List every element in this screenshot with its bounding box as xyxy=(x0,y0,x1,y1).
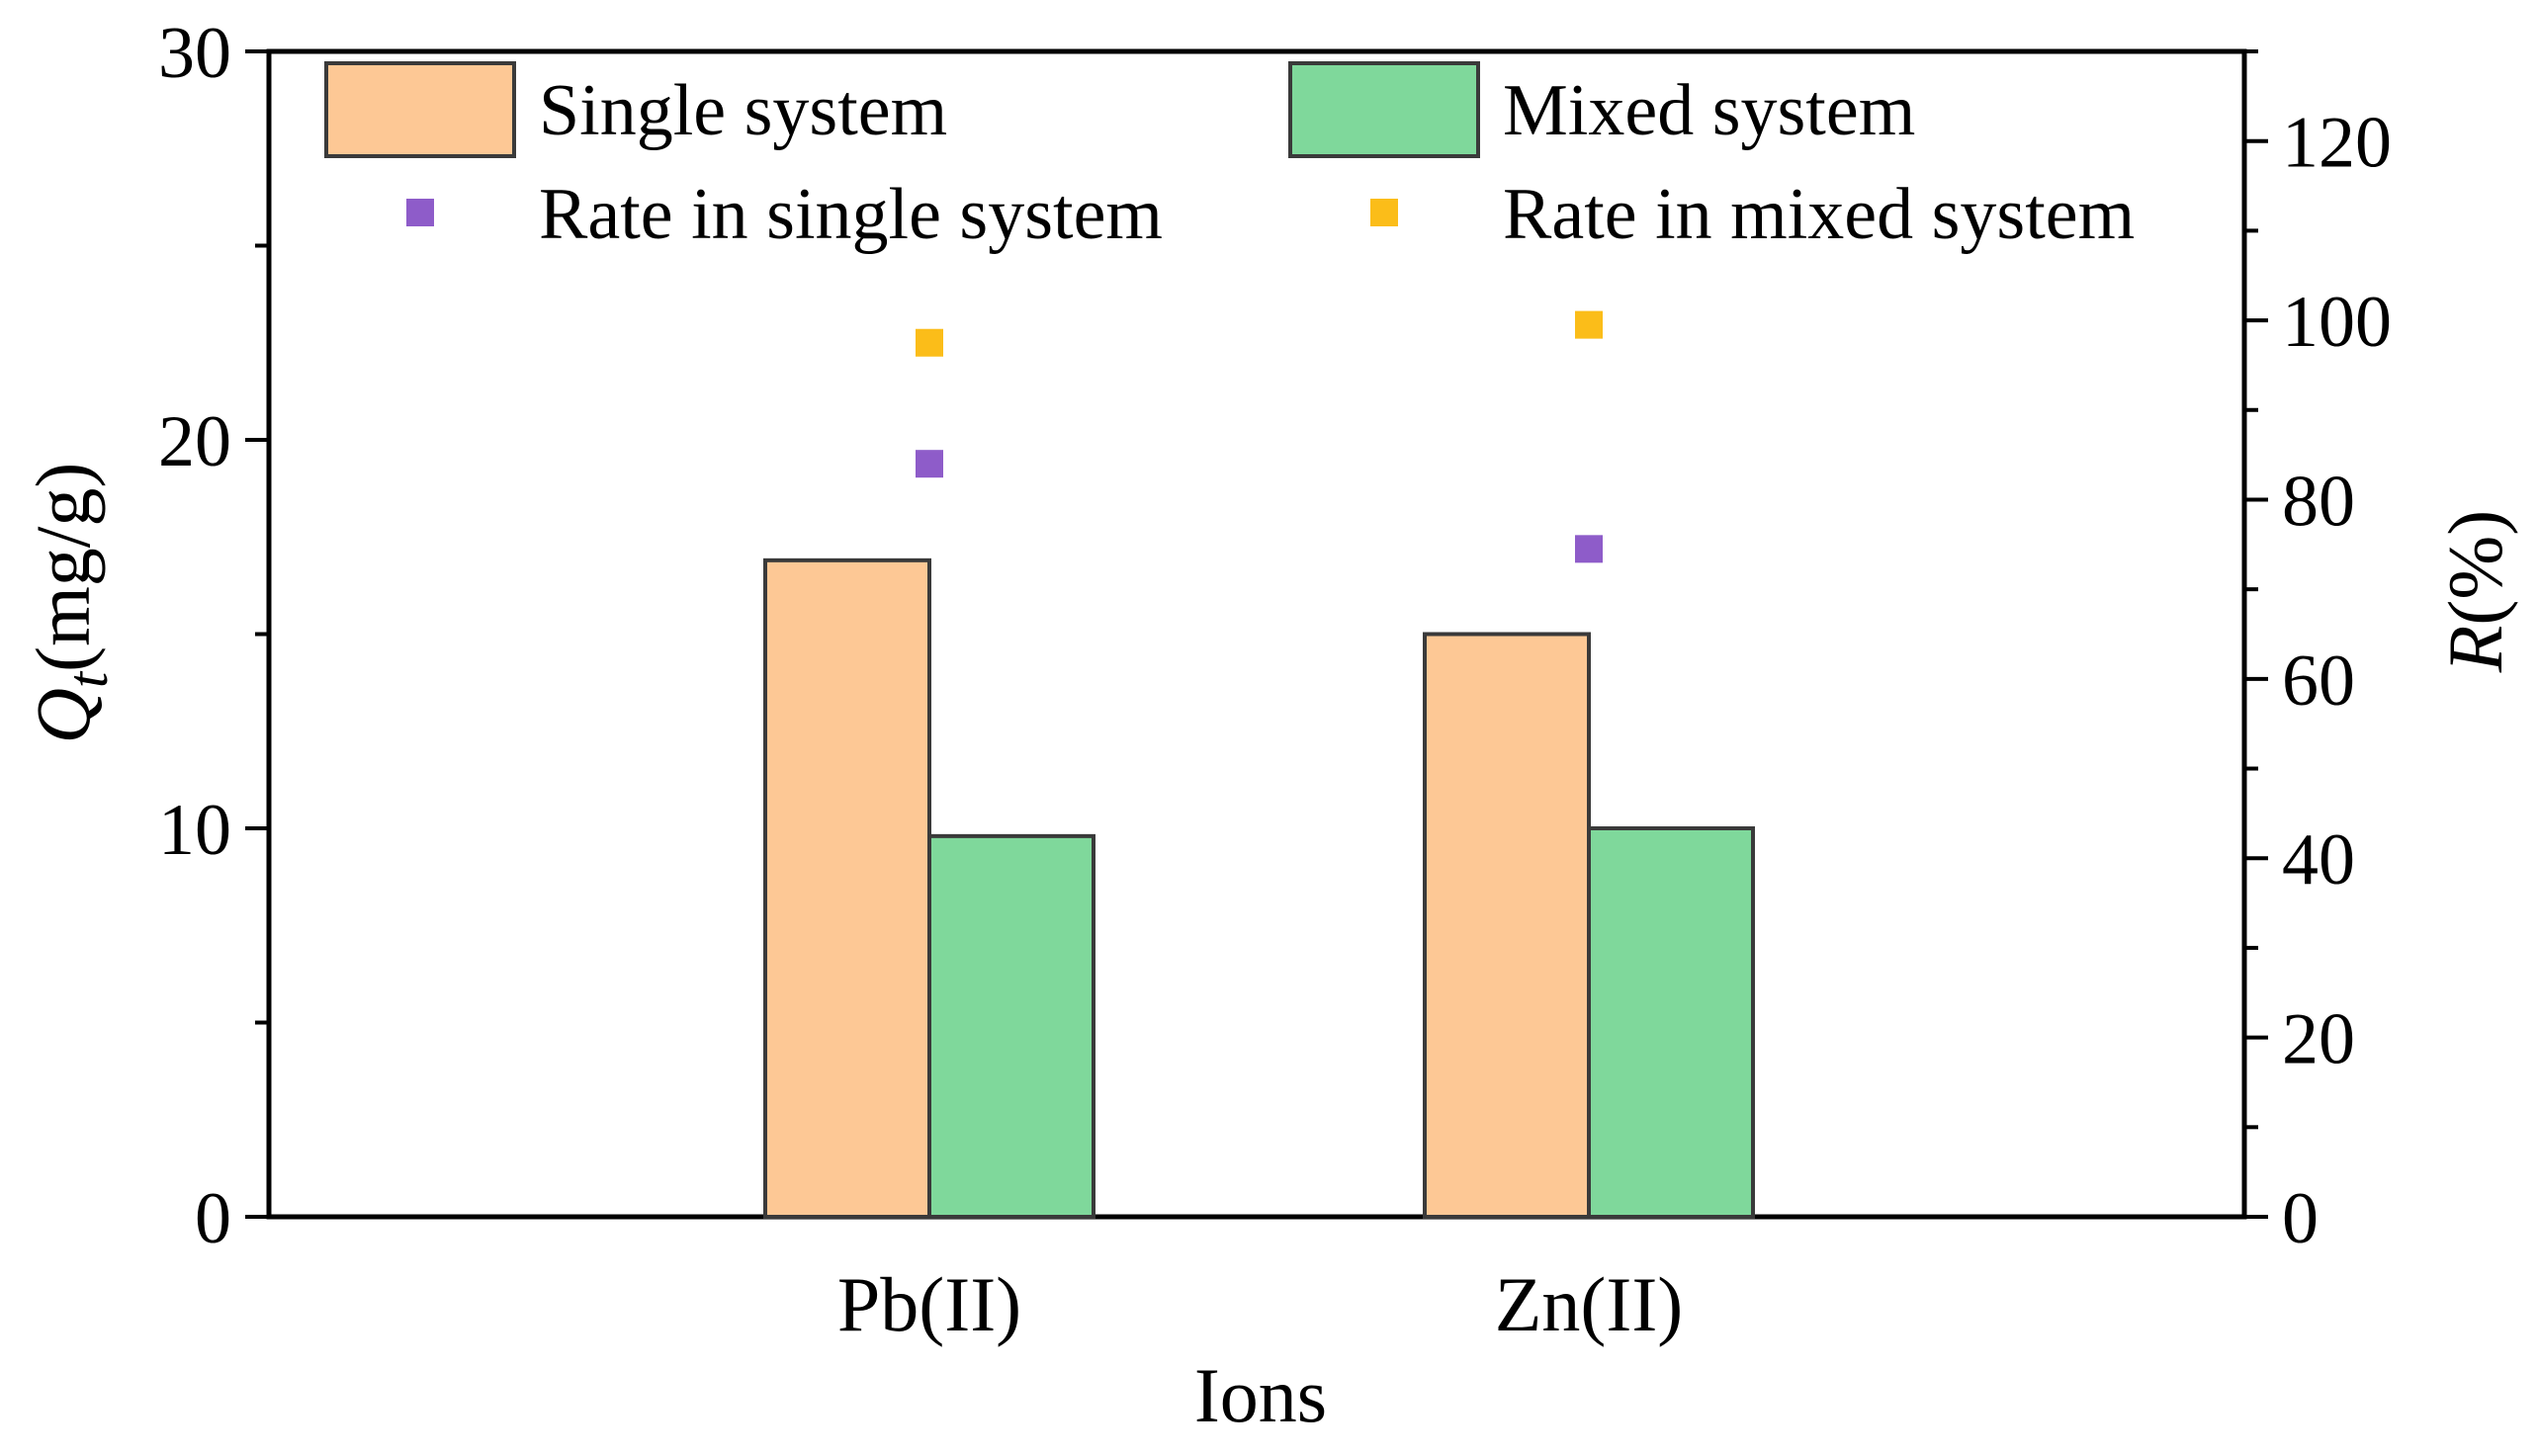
legend-label: Mixed system xyxy=(1503,70,1915,151)
y2-tick-label: 60 xyxy=(2282,641,2355,722)
legend-swatch xyxy=(1288,61,1480,158)
y-tick-label: 30 xyxy=(158,13,231,94)
y2-tick-label: 80 xyxy=(2282,461,2355,542)
bar-mixed xyxy=(1587,826,1755,1219)
point-rate-mixed xyxy=(916,328,943,357)
y-axis-title-main: Q xyxy=(20,688,106,743)
y2-tick-label: 40 xyxy=(2282,819,2355,900)
x-category-label: Pb(II) xyxy=(837,1261,1021,1347)
point-rate-single xyxy=(1575,535,1603,563)
y-tick-label: 0 xyxy=(195,1178,231,1259)
legend-swatch xyxy=(324,61,516,158)
point-rate-mixed xyxy=(1575,310,1603,339)
x-axis-title: Ions xyxy=(1194,1352,1327,1438)
legend: Single system Mixed system Rate in single … xyxy=(324,61,2135,255)
y-axis-title: Qt(mg/g) xyxy=(20,463,120,744)
bar-mixed xyxy=(927,833,1095,1219)
legend-marker xyxy=(406,199,434,226)
bar-single xyxy=(1423,632,1591,1219)
rate-points xyxy=(916,310,1603,563)
y-axis-title-unit: (mg/g) xyxy=(20,463,106,672)
bar-single xyxy=(763,557,931,1219)
y2-axis-title: R(%) xyxy=(2432,510,2518,674)
svg-text:Qt(mg/g): Qt(mg/g) xyxy=(20,463,120,744)
y-tick-label: 10 xyxy=(158,790,231,871)
x-category-label: Zn(II) xyxy=(1495,1261,1684,1347)
y2-tick-label: 20 xyxy=(2282,999,2355,1080)
y2-tick-label: 100 xyxy=(2282,282,2392,363)
legend-label: Rate in single system xyxy=(539,174,1163,255)
legend-marker xyxy=(1370,199,1398,226)
y2-axis-title-main: R xyxy=(2432,626,2518,674)
bars xyxy=(763,557,1755,1219)
legend-label: Single system xyxy=(539,70,947,151)
y2-axis-title-unit: (%) xyxy=(2432,510,2518,626)
y2-tick-label: 0 xyxy=(2282,1178,2319,1259)
point-rate-single xyxy=(916,450,943,478)
y-tick-label: 20 xyxy=(158,401,231,482)
axes: 0 10 20 30 0 20 40 60 80 100 120 Pb(II) Zn(II) xyxy=(158,13,2392,1347)
svg-text:R(%): R(%) xyxy=(2432,510,2518,674)
legend-label: Rate in mixed system xyxy=(1503,174,2135,255)
y-axis-title-subscript: t xyxy=(55,670,120,688)
y2-tick-label: 120 xyxy=(2282,103,2392,184)
